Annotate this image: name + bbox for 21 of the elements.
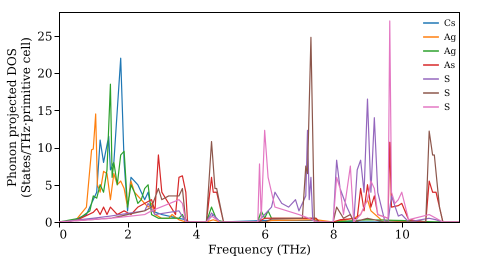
x-tick-label: 6 <box>261 228 269 242</box>
y-tick-label: 15 <box>37 104 52 118</box>
legend-label: Ag <box>443 33 456 43</box>
x-axis-title: Frequency (THz) <box>208 242 311 256</box>
y-tick-label: 20 <box>37 66 52 81</box>
y-tick-label: 5 <box>44 178 52 192</box>
x-tick-label: 4 <box>192 228 201 242</box>
legend-label: S <box>444 89 450 99</box>
legend-label: S <box>444 103 450 113</box>
legend-label: S <box>444 75 450 85</box>
y-tick-label: 25 <box>37 29 52 44</box>
x-tick-label: 2 <box>124 228 132 242</box>
x-tick-label: 0 <box>60 228 68 242</box>
legend-label: Cs <box>444 19 456 29</box>
x-tick-label: 8 <box>330 228 338 242</box>
y-axis-title: Phonon projected DOS (States/THz·primitive cell) <box>5 37 34 198</box>
legend-label: As <box>443 61 456 71</box>
legend-label: Ag <box>443 47 456 57</box>
x-tick-label: 10 <box>394 228 410 242</box>
y-tick-label: 0 <box>44 216 52 230</box>
y-tick-label: 10 <box>37 141 52 156</box>
